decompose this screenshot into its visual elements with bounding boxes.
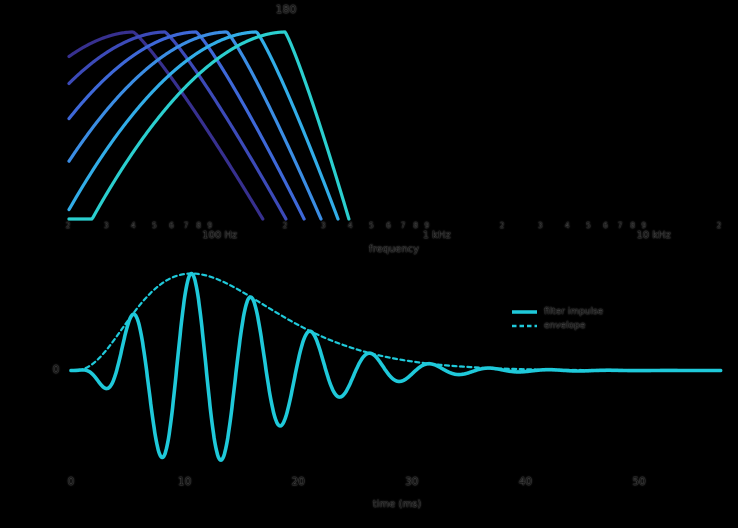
peak-frequency-annotation: 180 [275, 3, 297, 16]
minor-tick-label-800hz: 8 [413, 221, 419, 230]
time-tick-label-10ms: 10 [177, 476, 192, 488]
minor-tick-label-900hz: 9 [424, 221, 430, 230]
minor-tick-label-600hz: 6 [386, 221, 391, 230]
dashed-line-swatch [512, 324, 537, 328]
legend: filter impulse envelope [511, 305, 603, 333]
frequency-response-curve-filter-5 [67, 30, 340, 221]
minor-tick-label-200hz: 2 [282, 221, 288, 230]
minor-tick-label-60hz: 6 [169, 221, 174, 230]
minor-tick-label-4000hz: 4 [564, 221, 570, 230]
minor-tick-label-500hz: 5 [368, 221, 374, 230]
minor-tick-label-700hz: 7 [400, 221, 406, 230]
filter-impulse-curve [69, 271, 723, 463]
minor-tick-label-20hz: 2 [65, 221, 71, 230]
legend-label-envelope: envelope [544, 320, 586, 331]
time-tick-label-20ms: 20 [291, 476, 305, 488]
frequency-response-curve-filter-4 [67, 30, 323, 221]
minor-tick-label-40hz: 4 [130, 221, 136, 230]
minor-tick-label-80hz: 8 [196, 221, 202, 230]
minor-tick-label-6000hz: 6 [603, 221, 608, 230]
frequency-response-curve-filter-3 [67, 30, 306, 221]
solid-line-swatch [512, 310, 537, 314]
frequency-response-curve-filter-2 [67, 30, 288, 221]
legend-item-envelope: envelope [511, 319, 603, 333]
major-tick-label-1000hz: 1 kHz [422, 230, 451, 241]
minor-tick-label-9000hz: 9 [641, 221, 647, 230]
time-tick-label-50ms: 50 [632, 476, 646, 488]
minor-tick-label-70hz: 7 [183, 221, 189, 230]
minor-tick-label-5000hz: 5 [585, 221, 591, 230]
time-tick-label-40ms: 40 [518, 476, 533, 488]
minor-tick-label-50hz: 5 [151, 221, 157, 230]
legend-item-filter-impulse: filter impulse [511, 305, 603, 319]
minor-tick-label-30hz: 3 [103, 221, 109, 230]
minor-tick-label-400hz: 4 [347, 221, 353, 230]
legend-label-filter-impulse: filter impulse [544, 306, 604, 317]
minor-tick-label-20000hz: 2 [716, 221, 722, 230]
time-axis-label: time (ms) [372, 499, 422, 510]
time-tick-label-30ms: 30 [405, 476, 419, 488]
major-tick-label-10000hz: 10 kHz [636, 230, 671, 241]
frequency-axis-label: frequency [368, 244, 420, 255]
minor-tick-label-3000hz: 3 [537, 221, 543, 230]
major-tick-label-100hz: 100 Hz [202, 230, 238, 241]
frequency-response-curve-filter-6 [67, 30, 351, 221]
envelope-curve [69, 272, 722, 372]
minor-tick-label-300hz: 3 [320, 221, 326, 230]
y-axis-zero-tick-label: 0 [52, 364, 60, 376]
minor-tick-label-90hz: 9 [207, 221, 213, 230]
time-tick-label-0ms: 0 [67, 476, 75, 488]
frequency-response-curve-filter-1 [67, 30, 265, 221]
minor-tick-label-8000hz: 8 [630, 221, 636, 230]
minor-tick-label-2000hz: 2 [499, 221, 505, 230]
minor-tick-label-7000hz: 7 [617, 221, 623, 230]
